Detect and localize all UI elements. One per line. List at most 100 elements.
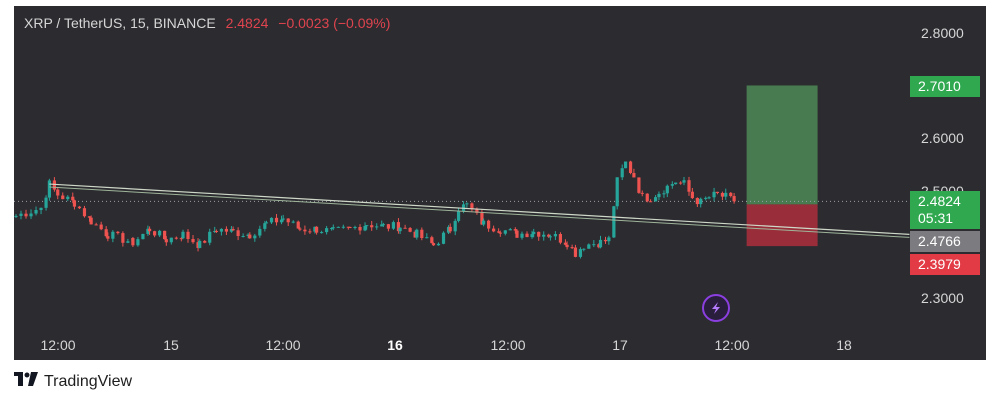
candle-body xyxy=(315,226,319,233)
candle-body xyxy=(482,220,486,225)
x-tick-label: 12:00 xyxy=(490,337,526,353)
candle-body xyxy=(704,197,708,199)
candle-body xyxy=(269,217,274,223)
candle-body xyxy=(94,224,98,226)
price-chart[interactable] xyxy=(14,6,986,360)
candle-body xyxy=(537,231,541,237)
candle-body xyxy=(126,241,130,243)
candle-body xyxy=(503,230,507,234)
candle-body xyxy=(116,231,120,234)
candle-body xyxy=(665,185,669,194)
candle-body xyxy=(236,230,240,237)
candle-body xyxy=(453,220,457,232)
candle-body xyxy=(61,195,65,200)
candle-body xyxy=(695,198,699,205)
candle-body xyxy=(253,235,257,239)
candle-body xyxy=(425,237,429,239)
candle-body xyxy=(720,192,725,197)
candle-body xyxy=(687,180,691,192)
current-price: 2.4824 xyxy=(918,193,961,209)
candle-body xyxy=(386,224,391,229)
candle-body xyxy=(66,196,70,200)
candle-body xyxy=(186,231,190,239)
candle-body xyxy=(712,191,716,198)
candle-body xyxy=(136,239,140,246)
candle-body xyxy=(607,237,611,242)
candle-body xyxy=(146,228,150,234)
candle-body xyxy=(208,231,212,243)
lightning-icon[interactable] xyxy=(702,294,730,322)
candle-body xyxy=(715,191,719,193)
candle-body xyxy=(348,227,352,229)
candle-body xyxy=(87,216,92,218)
candle-body xyxy=(258,228,262,236)
candle-body xyxy=(498,232,502,234)
target-price-tag: 2.7010 xyxy=(910,76,980,97)
candle-body xyxy=(497,231,501,233)
x-tick-label: 18 xyxy=(836,337,852,353)
chart-legend: XRP / TetherUS, 15, BINANCE 2.4824 −0.00… xyxy=(24,15,390,31)
candle-body xyxy=(553,234,558,237)
candle-body xyxy=(565,244,569,248)
x-tick-label: 16 xyxy=(387,337,403,353)
candle-body xyxy=(530,234,534,238)
y-tick-label: 2.6000 xyxy=(921,130,964,146)
candle-body xyxy=(365,225,369,227)
candle-body xyxy=(582,248,586,250)
candle-body xyxy=(679,182,683,184)
candle-body xyxy=(729,192,733,197)
candle-countdown: 05:31 xyxy=(918,210,954,226)
candle-body xyxy=(724,192,728,197)
candle-body xyxy=(408,228,412,232)
chart-panel[interactable]: XRP / TetherUS, 15, BINANCE 2.4824 −0.00… xyxy=(14,6,986,360)
candle-body xyxy=(286,218,290,223)
candle-body xyxy=(520,233,524,238)
symbol-label: XRP / TetherUS, 15, BINANCE xyxy=(24,15,216,31)
candle-body xyxy=(403,227,407,229)
candle-body xyxy=(19,213,23,216)
candle-body xyxy=(164,239,168,243)
price-change: −0.0023 (−0.09%) xyxy=(278,15,391,31)
candle-body xyxy=(336,226,340,228)
candle-body xyxy=(592,244,596,246)
candle-body xyxy=(381,224,385,226)
candle-body xyxy=(158,230,162,236)
candle-body xyxy=(674,182,678,185)
candle-body xyxy=(370,225,374,228)
candle-body xyxy=(396,222,401,232)
candle-body xyxy=(690,191,694,199)
candle-body xyxy=(296,221,300,229)
candle-body xyxy=(436,243,441,246)
candle-body xyxy=(475,209,479,213)
candle-body xyxy=(662,193,666,195)
candle-body xyxy=(448,226,452,232)
candle-body xyxy=(707,197,711,199)
candle-body xyxy=(24,213,28,217)
candle-body xyxy=(263,223,267,229)
candle-body xyxy=(313,226,317,232)
candle-body xyxy=(213,230,217,232)
candle-body xyxy=(303,229,307,232)
candle-body xyxy=(346,226,350,228)
candle-body xyxy=(148,228,152,232)
footer: TradingView xyxy=(14,372,132,391)
candle-body xyxy=(532,231,536,235)
candle-body xyxy=(573,247,578,257)
candle-body xyxy=(398,227,402,232)
trendline-parallel xyxy=(49,186,910,238)
candle-body xyxy=(169,237,173,243)
x-tick-label: 17 xyxy=(612,337,628,353)
candle-body xyxy=(441,232,446,244)
candle-body xyxy=(131,238,135,246)
candle-body xyxy=(106,236,110,239)
candle-body xyxy=(542,234,546,237)
tradingview-logo-icon xyxy=(14,372,38,391)
candle-body xyxy=(77,206,82,209)
candle-body xyxy=(99,224,103,230)
candle-body xyxy=(214,230,218,232)
y-tick-label: 2.8000 xyxy=(921,25,964,41)
x-tick-label: 12:00 xyxy=(265,337,301,353)
candle-body xyxy=(515,230,519,238)
candle-body xyxy=(645,193,649,202)
candle-body xyxy=(179,238,183,240)
